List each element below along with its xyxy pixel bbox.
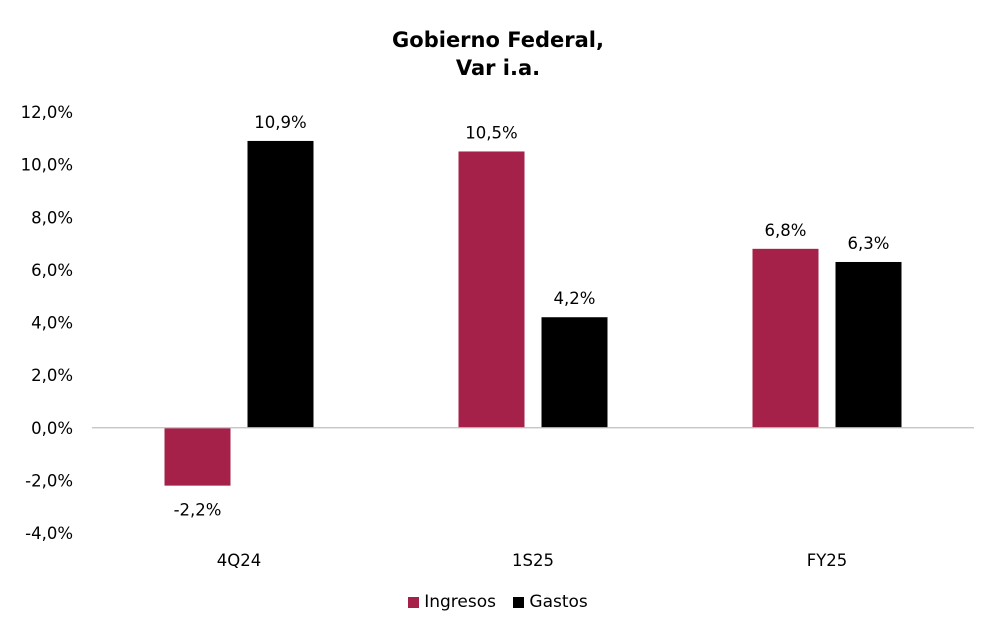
legend-swatch-ingresos (408, 596, 420, 608)
y-tick-label: 12,0% (21, 103, 73, 122)
x-tick-label: 4Q24 (217, 551, 261, 570)
bars (164, 140, 902, 486)
x-tick-label: FY25 (807, 551, 848, 570)
legend-item-gastos: Gastos (513, 592, 588, 612)
bar-ingresos-1s25 (458, 151, 525, 428)
bar-gastos-4q24 (247, 140, 314, 428)
y-tick-label: 4,0% (31, 314, 73, 333)
y-tick-label: 10,0% (21, 156, 73, 175)
bar-gastos-1s25 (541, 317, 608, 428)
x-tick-label: 1S25 (512, 551, 554, 570)
y-tick-label: 6,0% (31, 261, 73, 280)
bar-gastos-fy25 (835, 261, 902, 428)
y-tick-label: 8,0% (31, 208, 73, 227)
chart-title-line-1: Gobierno Federal, (392, 28, 604, 52)
y-tick-label: -4,0% (25, 524, 73, 543)
data-label: 10,5% (465, 123, 517, 142)
data-label: 10,9% (254, 113, 306, 132)
x-axis: 4Q24 1S25 FY25 (92, 427, 974, 570)
chart-title-line-2: Var i.a. (455, 56, 541, 80)
legend-label-ingresos: Ingresos (424, 592, 496, 612)
y-tick-label: 0,0% (31, 419, 73, 438)
data-label: 6,8% (765, 221, 807, 240)
data-label: 4,2% (554, 289, 596, 308)
legend-label-gastos: Gastos (529, 592, 588, 612)
chart-title: Gobierno Federal, Var i.a. (0, 26, 996, 82)
legend: Ingresos Gastos (0, 592, 996, 613)
data-label: 6,3% (848, 234, 890, 253)
data-labels: -2,2% 10,9% 10,5% 4,2% 6,8% 6,3% (174, 113, 890, 520)
legend-swatch-gastos (513, 596, 525, 608)
bar-ingresos-fy25 (752, 248, 819, 428)
data-label: -2,2% (174, 501, 222, 520)
y-axis: 12,0% 10,0% 8,0% 6,0% 4,0% 2,0% 0,0% -2,0% -4,0% (21, 103, 73, 543)
legend-item-ingresos: Ingresos (408, 592, 496, 612)
y-tick-label: 2,0% (31, 366, 73, 385)
bar-ingresos-4q24 (164, 427, 231, 486)
y-tick-label: -2,0% (25, 471, 73, 490)
